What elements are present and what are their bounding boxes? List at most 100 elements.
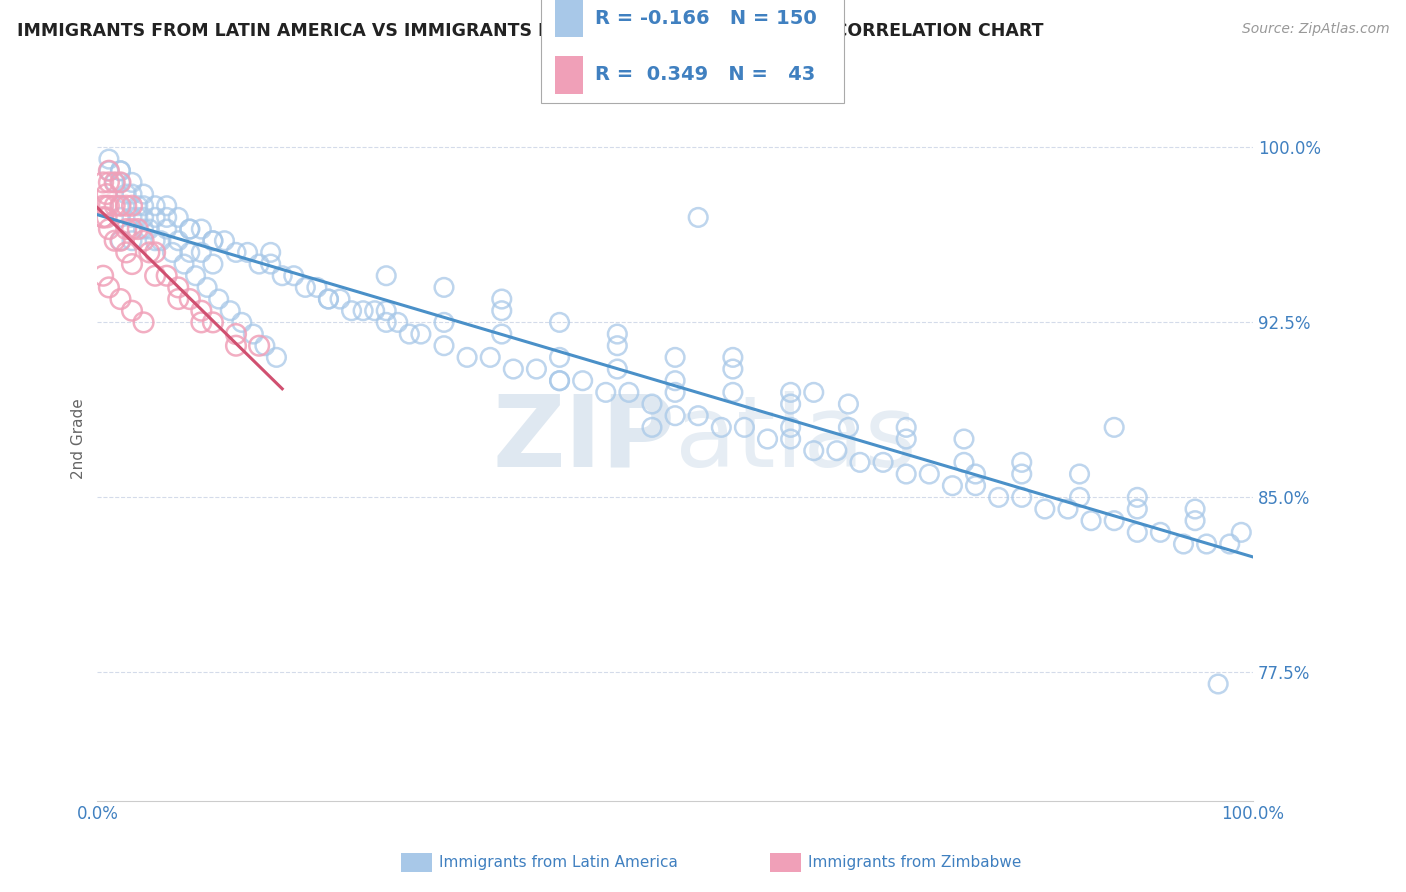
Point — [97, 199, 120, 213]
Text: Immigrants from Zimbabwe: Immigrants from Zimbabwe — [808, 855, 1022, 870]
Point — [433, 339, 456, 353]
Point — [143, 268, 166, 283]
Point — [201, 315, 224, 329]
Point — [96, 187, 118, 202]
Point — [127, 211, 149, 225]
Point — [247, 339, 270, 353]
Point — [318, 292, 340, 306]
Text: R =  0.349   N =   43: R = 0.349 N = 43 — [595, 65, 815, 85]
Point — [688, 211, 710, 225]
Point — [318, 292, 340, 306]
Point — [1011, 491, 1033, 505]
Point — [115, 245, 138, 260]
Point — [548, 374, 571, 388]
Point — [1126, 525, 1149, 540]
Point — [132, 199, 155, 213]
Point — [617, 385, 640, 400]
Point — [664, 409, 686, 423]
Point — [156, 199, 179, 213]
Point — [149, 234, 172, 248]
Point — [110, 292, 132, 306]
Point — [97, 280, 120, 294]
Point — [132, 211, 155, 225]
Point — [156, 222, 179, 236]
Point — [184, 268, 207, 283]
Point — [132, 315, 155, 329]
Point — [110, 163, 132, 178]
Point — [375, 268, 398, 283]
Text: IMMIGRANTS FROM LATIN AMERICA VS IMMIGRANTS FROM ZIMBABWE 2ND GRADE CORRELATION : IMMIGRANTS FROM LATIN AMERICA VS IMMIGRA… — [17, 22, 1043, 40]
Point — [167, 234, 190, 248]
Point — [132, 234, 155, 248]
Point — [849, 455, 872, 469]
Point — [1080, 514, 1102, 528]
Point — [803, 443, 825, 458]
Point — [91, 211, 114, 225]
Point — [91, 199, 114, 213]
Point — [91, 211, 114, 225]
Point — [1184, 514, 1206, 528]
Point — [115, 222, 138, 236]
Point — [156, 268, 179, 283]
Point — [363, 303, 385, 318]
Point — [721, 351, 744, 365]
Point — [121, 234, 143, 248]
Point — [1149, 525, 1171, 540]
Point — [688, 409, 710, 423]
Point — [143, 245, 166, 260]
Point — [340, 303, 363, 318]
Point — [1102, 514, 1125, 528]
Point — [733, 420, 755, 434]
Point — [710, 420, 733, 434]
Point — [664, 351, 686, 365]
Point — [247, 257, 270, 271]
Point — [179, 245, 201, 260]
Point — [896, 467, 918, 481]
Point — [1033, 502, 1056, 516]
Point — [1219, 537, 1241, 551]
Point — [641, 397, 664, 411]
Point — [965, 478, 987, 492]
Point — [231, 315, 253, 329]
Point — [375, 303, 398, 318]
Point — [606, 339, 628, 353]
Point — [1126, 502, 1149, 516]
Point — [721, 385, 744, 400]
Text: atlas: atlas — [675, 391, 917, 488]
Text: R = -0.166   N = 150: R = -0.166 N = 150 — [595, 9, 817, 29]
Point — [941, 478, 963, 492]
Point — [143, 211, 166, 225]
Point — [201, 257, 224, 271]
Point — [491, 303, 513, 318]
Point — [110, 234, 132, 248]
Point — [571, 374, 593, 388]
Point — [1126, 491, 1149, 505]
Point — [91, 176, 114, 190]
Point — [329, 292, 352, 306]
Point — [110, 163, 132, 178]
Point — [872, 455, 894, 469]
Point — [433, 280, 456, 294]
Point — [167, 292, 190, 306]
Point — [208, 292, 231, 306]
Point — [837, 397, 859, 411]
Point — [825, 443, 848, 458]
Point — [121, 303, 143, 318]
Point — [190, 245, 212, 260]
Point — [190, 315, 212, 329]
Point — [837, 420, 859, 434]
Point — [398, 326, 420, 341]
Point — [104, 199, 127, 213]
Point — [201, 234, 224, 248]
Point — [97, 152, 120, 166]
Point — [896, 432, 918, 446]
Point — [375, 315, 398, 329]
Point — [387, 315, 409, 329]
Point — [132, 222, 155, 236]
Point — [97, 163, 120, 178]
Point — [214, 234, 236, 248]
Point — [91, 268, 114, 283]
Point — [110, 176, 132, 190]
Point — [1195, 537, 1218, 551]
Point — [260, 257, 283, 271]
